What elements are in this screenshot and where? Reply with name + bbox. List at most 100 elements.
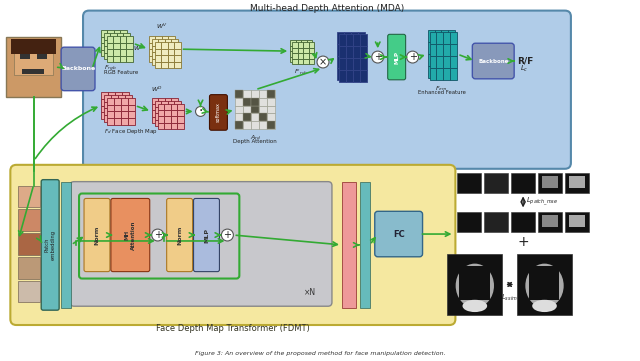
Bar — [120, 30, 127, 37]
Bar — [161, 55, 168, 61]
Bar — [174, 49, 180, 55]
Bar — [113, 43, 120, 49]
Bar — [157, 116, 164, 123]
Bar — [164, 104, 171, 110]
Bar — [164, 97, 171, 104]
Bar — [158, 39, 164, 46]
Bar — [429, 68, 436, 80]
Bar — [104, 40, 111, 46]
Bar — [171, 116, 177, 123]
Bar — [157, 110, 164, 116]
Bar — [511, 212, 535, 232]
Ellipse shape — [456, 264, 494, 308]
Text: +: + — [223, 230, 232, 240]
Bar — [101, 92, 108, 99]
Bar — [428, 54, 435, 66]
Bar — [104, 95, 111, 101]
Bar — [177, 123, 184, 129]
Bar — [298, 53, 303, 58]
Bar — [122, 99, 129, 105]
Bar — [113, 36, 120, 43]
Bar — [108, 37, 114, 43]
Bar — [152, 46, 158, 52]
Bar — [120, 43, 126, 49]
Bar — [344, 32, 351, 44]
Bar — [161, 113, 168, 120]
Bar — [101, 105, 108, 112]
Bar — [117, 40, 124, 46]
Bar — [236, 121, 243, 129]
FancyBboxPatch shape — [61, 47, 95, 91]
Bar — [236, 113, 243, 121]
Bar — [351, 68, 358, 80]
Bar — [298, 48, 303, 53]
Bar — [171, 104, 178, 110]
Bar — [252, 121, 259, 129]
Bar — [122, 112, 129, 119]
Bar — [565, 212, 589, 232]
Bar — [252, 97, 259, 105]
Bar — [296, 51, 301, 57]
Text: $W^R$: $W^R$ — [133, 44, 144, 53]
Bar — [152, 97, 158, 104]
Bar — [113, 56, 120, 62]
Bar — [156, 36, 162, 43]
Bar — [122, 105, 129, 112]
Bar — [542, 215, 558, 227]
Bar — [259, 97, 268, 105]
Bar — [117, 33, 124, 40]
Bar — [164, 123, 171, 129]
Bar — [296, 40, 301, 46]
Bar — [118, 116, 125, 122]
Bar — [236, 121, 243, 129]
Bar — [268, 121, 275, 129]
Bar — [259, 121, 268, 129]
Bar — [565, 173, 589, 192]
Bar — [108, 43, 114, 50]
Bar — [104, 46, 111, 53]
Bar — [517, 254, 572, 315]
Text: MH
Attention: MH Attention — [125, 220, 136, 250]
Bar — [128, 112, 135, 118]
FancyBboxPatch shape — [388, 34, 406, 80]
Bar — [236, 90, 243, 97]
Bar — [358, 44, 365, 56]
Bar — [353, 46, 360, 58]
Bar — [107, 49, 113, 56]
Bar — [122, 92, 129, 99]
Bar — [101, 50, 108, 56]
Bar — [458, 173, 481, 192]
Text: Backbone: Backbone — [478, 58, 508, 64]
Bar — [111, 108, 118, 116]
Text: $L_c$: $L_c$ — [520, 64, 529, 74]
Bar — [158, 117, 164, 123]
Bar — [114, 30, 120, 37]
Bar — [174, 120, 180, 126]
Bar — [259, 113, 268, 121]
Bar — [252, 97, 259, 105]
Bar — [268, 90, 275, 97]
Bar — [243, 113, 252, 121]
Bar — [19, 257, 40, 279]
Bar — [125, 101, 132, 108]
Bar — [442, 30, 449, 42]
Bar — [339, 46, 346, 58]
Bar — [162, 56, 168, 62]
Bar — [303, 42, 308, 48]
Bar — [164, 104, 171, 110]
Bar — [111, 101, 118, 108]
Bar — [307, 51, 312, 57]
Bar — [108, 30, 114, 37]
Bar — [358, 56, 365, 68]
Bar — [162, 36, 168, 43]
Bar — [259, 105, 268, 113]
Bar — [444, 44, 451, 56]
FancyBboxPatch shape — [375, 211, 422, 257]
Bar — [12, 39, 56, 54]
Text: $W^V$: $W^V$ — [156, 22, 168, 31]
Bar — [174, 101, 180, 107]
Bar — [243, 97, 252, 105]
Bar — [346, 70, 353, 82]
Ellipse shape — [532, 300, 557, 312]
Bar — [360, 182, 370, 308]
